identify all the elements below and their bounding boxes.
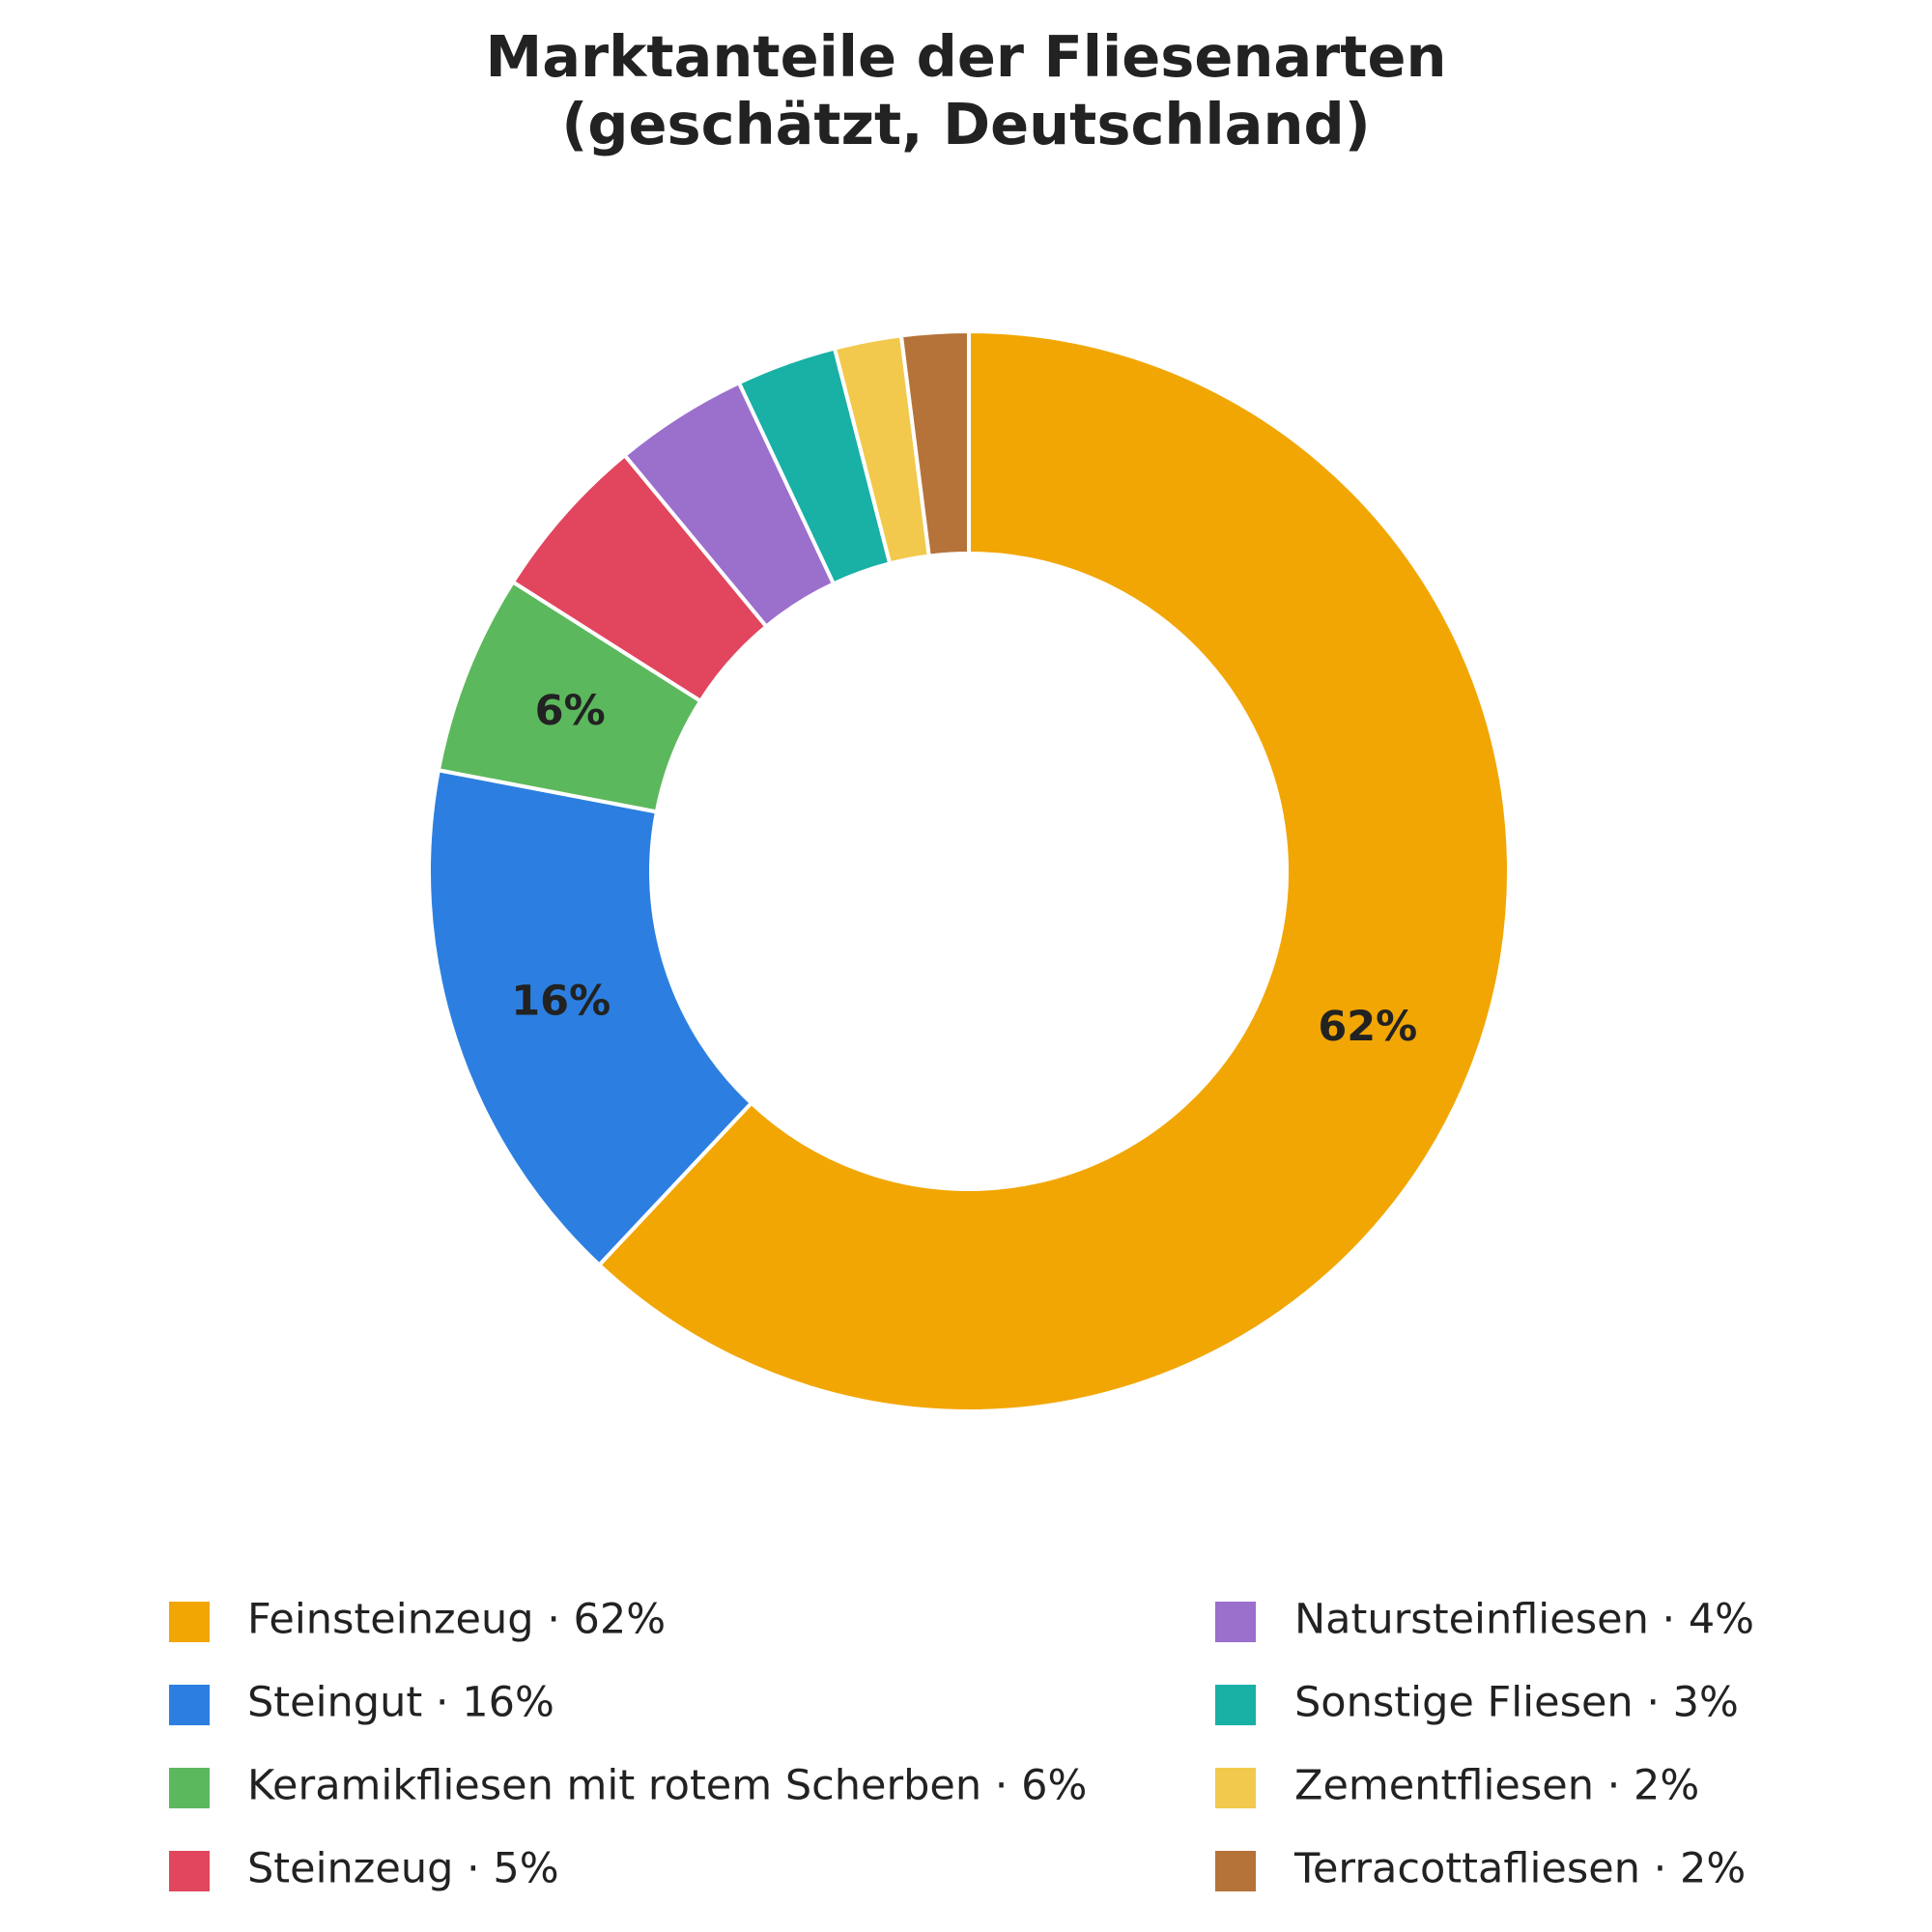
legend-swatch	[169, 1602, 210, 1642]
legend-swatch	[169, 1768, 210, 1808]
legend-swatch	[1215, 1768, 1256, 1808]
legend-label: Steinzeug · 5%	[247, 1845, 559, 1893]
data-label: 6%	[535, 687, 606, 735]
legend-swatch	[1215, 1851, 1256, 1891]
donut-slice	[596, 328, 1511, 1413]
legend-label: Steingut · 16%	[247, 1679, 554, 1727]
donut-slice	[898, 328, 971, 558]
donut-slice	[427, 767, 754, 1268]
legend-label: Terracottafliesen · 2%	[1293, 1845, 1746, 1893]
legend-label: Zementfliesen · 2%	[1294, 1762, 1699, 1810]
chart-title: Marktanteile der Fliesenarten (geschätzt…	[485, 23, 1447, 157]
legend-label: Natursteinfliesen · 4%	[1294, 1596, 1754, 1644]
legend-label: Sonstige Fliesen · 3%	[1294, 1679, 1739, 1727]
legend-swatch	[169, 1685, 210, 1725]
legend-swatch	[1215, 1602, 1256, 1642]
legend-swatch	[169, 1851, 210, 1891]
legend-label: Feinsteinzeug · 62%	[247, 1596, 666, 1644]
legend-swatch	[1215, 1685, 1256, 1725]
data-label: 62%	[1318, 1003, 1417, 1051]
legend-label: Keramikfliesen mit rotem Scherben · 6%	[247, 1762, 1087, 1810]
data-label: 16%	[511, 978, 611, 1026]
